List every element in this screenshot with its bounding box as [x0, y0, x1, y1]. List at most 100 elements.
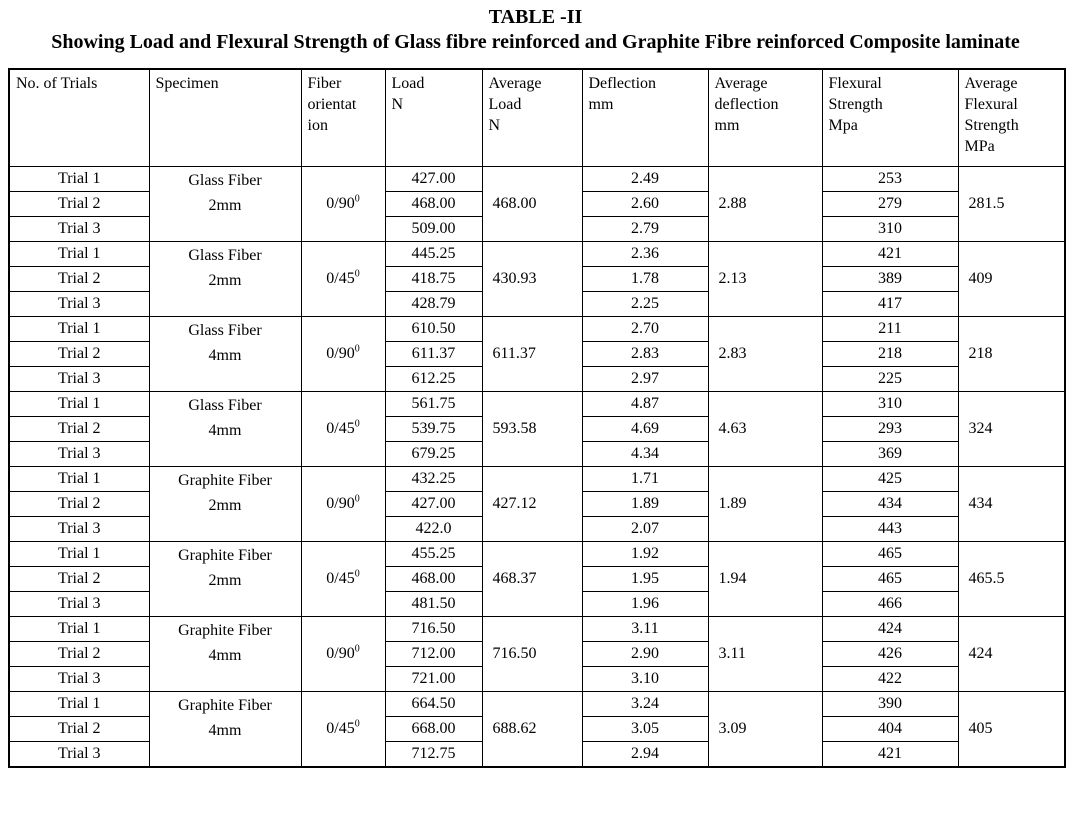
orientation-superscript: 0 — [354, 418, 360, 430]
cell-deflection: 1.96 — [581, 591, 709, 617]
cell-average-flexural-strength: 281.5 — [957, 166, 1066, 242]
cell-average-deflection: 1.89 — [707, 466, 823, 542]
cell-flexural-strength: 369 — [821, 441, 959, 467]
cell-fiber-orientation: 0/900 — [300, 466, 386, 542]
table-row: Trial 3 721.00 3.10 422 — [8, 666, 1065, 692]
cell-load: 445.25 — [384, 241, 483, 267]
cell-load: 481.50 — [384, 591, 483, 617]
table-row: Trial 2 418.75 1.78 389 — [8, 266, 1065, 292]
cell-load: 612.25 — [384, 366, 483, 392]
cell-average-load: 716.50 — [481, 616, 583, 692]
cell-flexural-strength: 310 — [821, 216, 959, 242]
cell-trial: Trial 3 — [8, 666, 150, 692]
cell-specimen: Graphite Fiber 2mm — [148, 541, 302, 617]
cell-average-flexural-strength: 434 — [957, 466, 1066, 542]
cell-deflection: 2.49 — [581, 166, 709, 192]
orientation-value: 0/45 — [326, 420, 355, 437]
cell-flexural-strength: 389 — [821, 266, 959, 292]
cell-flexural-strength: 422 — [821, 666, 959, 692]
table-row: Trial 1 Glass Fiber 2mm 0/450 445.25 430.93 2… — [8, 241, 1066, 317]
orientation-superscript: 0 — [354, 643, 360, 655]
cell-deflection: 1.78 — [581, 266, 709, 292]
cell-average-load: 688.62 — [481, 691, 583, 768]
col-header-trials: No. of Trials — [8, 68, 150, 167]
cell-load: 716.50 — [384, 616, 483, 642]
results-table: No. of Trials Specimen Fiber orientat ion L… — [8, 68, 1066, 768]
orientation-value: 0/90 — [326, 495, 355, 512]
cell-load: 468.00 — [384, 191, 483, 217]
cell-deflection: 2.83 — [581, 341, 709, 367]
cell-trial: Trial 1 — [8, 166, 150, 192]
cell-flexural-strength: 466 — [821, 591, 959, 617]
cell-deflection: 4.69 — [581, 416, 709, 442]
cell-trial: Trial 1 — [8, 466, 150, 492]
cell-trial: Trial 3 — [8, 741, 150, 768]
cell-specimen: Glass Fiber 4mm — [148, 391, 302, 467]
cell-trial: Trial 3 — [8, 366, 150, 392]
cell-fiber-orientation: 0/450 — [300, 241, 386, 317]
cell-load: 427.00 — [384, 166, 483, 192]
table-caption: Showing Load and Flexural Strength of Gl… — [51, 31, 1020, 53]
col-header-specimen: Specimen — [148, 68, 302, 167]
cell-fiber-orientation: 0/450 — [300, 391, 386, 467]
cell-deflection: 1.95 — [581, 566, 709, 592]
cell-load: 721.00 — [384, 666, 483, 692]
cell-trial: Trial 1 — [8, 691, 150, 717]
cell-flexural-strength: 421 — [821, 741, 959, 768]
cell-deflection: 2.97 — [581, 366, 709, 392]
table-row: Trial 1 Graphite Fiber 4mm 0/450 664.50 688.… — [8, 691, 1066, 768]
table-row: Trial 1 Graphite Fiber 2mm 0/450 455.25 468.… — [8, 541, 1066, 617]
cell-flexural-strength: 417 — [821, 291, 959, 317]
cell-load: 455.25 — [384, 541, 483, 567]
orientation-superscript: 0 — [354, 568, 360, 580]
orientation-value: 0/90 — [326, 345, 355, 362]
orientation-superscript: 0 — [354, 343, 360, 355]
cell-load: 561.75 — [384, 391, 483, 417]
cell-average-load: 611.37 — [481, 316, 583, 392]
cell-specimen: Graphite Fiber 4mm — [148, 691, 302, 768]
cell-trial: Trial 2 — [8, 641, 150, 667]
cell-deflection: 3.11 — [581, 616, 709, 642]
cell-flexural-strength: 434 — [821, 491, 959, 517]
cell-load: 428.79 — [384, 291, 483, 317]
cell-trial: Trial 1 — [8, 241, 150, 267]
cell-fiber-orientation: 0/900 — [300, 166, 386, 242]
cell-trial: Trial 2 — [8, 566, 150, 592]
cell-average-deflection: 2.13 — [707, 241, 823, 317]
cell-average-load: 593.58 — [481, 391, 583, 467]
cell-deflection: 2.94 — [581, 741, 709, 768]
cell-specimen: Glass Fiber 4mm — [148, 316, 302, 392]
cell-flexural-strength: 225 — [821, 366, 959, 392]
cell-deflection: 2.90 — [581, 641, 709, 667]
cell-flexural-strength: 424 — [821, 616, 959, 642]
cell-average-flexural-strength: 218 — [957, 316, 1066, 392]
cell-average-load: 427.12 — [481, 466, 583, 542]
cell-deflection: 4.34 — [581, 441, 709, 467]
table-row: Trial 1 Graphite Fiber 4mm 0/900 716.50 716.… — [8, 616, 1066, 692]
cell-trial: Trial 1 — [8, 391, 150, 417]
cell-flexural-strength: 211 — [821, 316, 959, 342]
orientation-superscript: 0 — [354, 493, 360, 505]
orientation-value: 0/45 — [326, 720, 355, 737]
cell-flexural-strength: 404 — [821, 716, 959, 742]
cell-average-deflection: 4.63 — [707, 391, 823, 467]
cell-flexural-strength: 279 — [821, 191, 959, 217]
table-row: Trial 1 Glass Fiber 2mm 0/900 427.00 468.00 2… — [8, 166, 1066, 242]
table-row: Trial 2 468.00 2.60 279 — [8, 191, 1065, 217]
col-header-average-deflection: Average deflection mm — [707, 68, 823, 167]
cell-average-deflection: 3.11 — [707, 616, 823, 692]
cell-load: 611.37 — [384, 341, 483, 367]
col-header-fiber-orientation: Fiber orientat ion — [300, 68, 386, 167]
cell-average-flexural-strength: 405 — [957, 691, 1066, 768]
cell-deflection: 2.70 — [581, 316, 709, 342]
cell-average-flexural-strength: 324 — [957, 391, 1066, 467]
cell-trial: Trial 1 — [8, 541, 150, 567]
cell-average-load: 430.93 — [481, 241, 583, 317]
cell-average-deflection: 2.83 — [707, 316, 823, 392]
col-header-load: Load N — [384, 68, 483, 167]
table-header-row: No. of Trials Specimen Fiber orientat ion L… — [8, 68, 1066, 167]
cell-load: 610.50 — [384, 316, 483, 342]
cell-load: 427.00 — [384, 491, 483, 517]
cell-average-load: 468.00 — [481, 166, 583, 242]
